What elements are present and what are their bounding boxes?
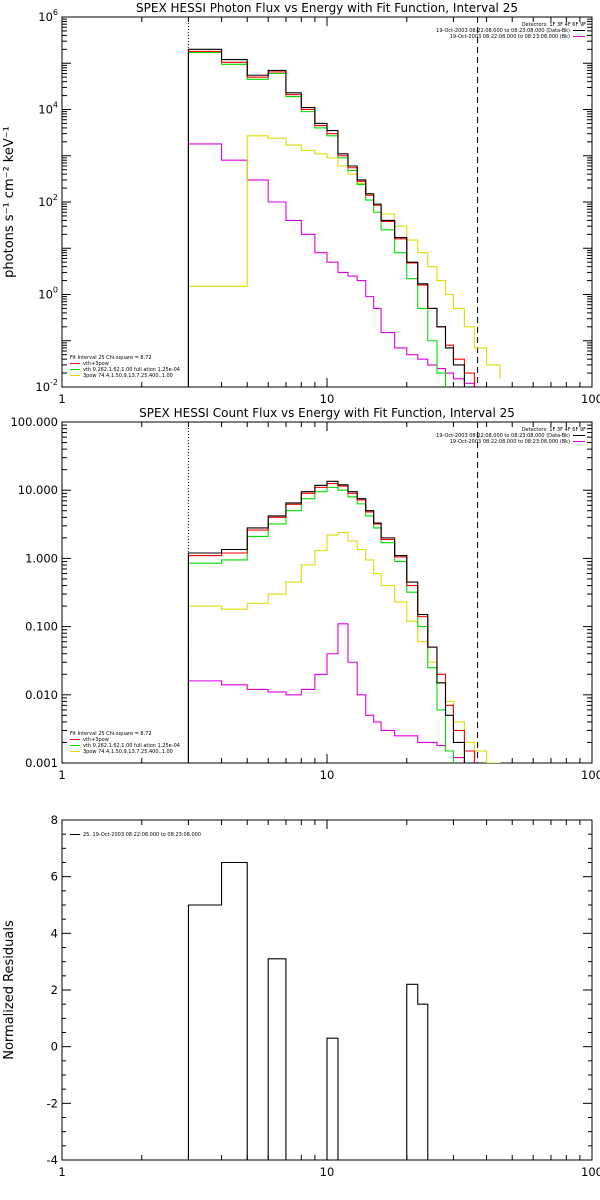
series-line [187,486,454,763]
legend-entry: vth+3pow [83,361,109,367]
y-tick-label: 4 [51,926,58,940]
panel-2: SPEX HESSI Count Flux vs Energy with Fit… [10,406,600,782]
y-tick-label: 10.000 [18,483,58,497]
y-tick-label: 1.000 [25,551,58,565]
legend-header: Detectors: 1F 3F 4F 6F 9F [522,427,586,433]
series-line [187,48,475,387]
y-axis-label: photons s⁻¹ cm⁻² keV⁻¹ [2,126,17,278]
panel-1: SPEX HESSI Photon Flux vs Energy with Fi… [2,1,600,406]
legend-header: Detectors: 1F 3F 4F 6F 9F [522,22,586,28]
chart-title: SPEX HESSI Count Flux vs Energy with Fit… [139,406,515,420]
x-tick-label: 10 [320,768,335,782]
x-tick-label: 1 [58,1165,65,1179]
legend-header: Fit Interval 25 Chi-square = 8.72 [70,355,152,361]
y-tick-label: 8 [51,813,58,827]
y-tick-label: 10-2 [35,378,58,394]
legend-bottom: Fit Interval 25 Chi-square = 8.72vth+3po… [70,731,180,755]
x-tick-label: 100 [581,768,600,782]
y-tick-label: -4 [47,1153,58,1167]
series-line [187,623,475,763]
legend-entry: 19-Oct-2003 08:22:08.000 to 08:23:08.000… [450,34,570,40]
y-tick-label: 102 [38,193,58,209]
y-tick-label: 0.100 [25,620,58,634]
legend-entry: 25. 19-Oct-2003 08:22:08.000 to 08:23:08… [83,832,201,838]
plot-frame [61,421,593,764]
series-line [187,861,429,1160]
series-line [187,143,475,387]
y-tick-label: 6 [51,870,58,884]
data-layer [187,861,429,1160]
chart-title: SPEX HESSI Photon Flux vs Energy with Fi… [136,1,518,15]
x-tick-label: 10 [320,392,335,406]
series-line [187,483,475,763]
legend-bottom: Fit Interval 25 Chi-square = 8.72vth+3po… [70,355,180,379]
y-tick-label: 106 [38,8,58,24]
legend-entry: 19-Oct-2003 08:22:08.000 to 08:23:08.000… [436,433,570,439]
data-layer [187,480,501,763]
y-tick-label: 0.001 [25,756,58,770]
series-line [187,52,447,387]
y-tick-label: 0 [51,1040,58,1054]
legend-header: Fit Interval 25 Chi-square = 8.72 [70,731,152,737]
legend-entry: 3pow 74.4,1.50,9.13,7.25,400.,1.00 [83,749,173,755]
y-tick-label: 100 [38,286,58,302]
y-tick-label: 0.010 [25,688,58,702]
panel-3: 1 10 100 -4 -2 0 2 4 6 8 Normalized Residuals 25. 1… [2,813,600,1179]
legend-entry: 3pow 74.4,1.50,9.13,7.25,400.,1.00 [83,373,173,379]
x-tick-label: 1 [58,392,65,406]
y-axis-label: Normalized Residuals [2,920,17,1060]
x-tick-label: 100 [581,1165,600,1179]
data-layer [187,48,501,387]
legend: 25. 19-Oct-2003 08:22:08.000 to 08:23:08… [70,832,201,838]
legend-entry: vth 0.262,1.62,1.00 full ation 1.25e-04 [83,367,180,373]
y-tick-label: 2 [51,983,58,997]
legend-entry: 19-Oct-2003 08:22:08.000 to 08:23:08.000… [450,439,570,445]
series-line [187,480,475,763]
legend-entry: 19-Oct-2003 08:22:08.000 to 08:23:08.000… [436,28,570,34]
y-tick-label: 100.000 [10,415,58,429]
legend-entry: vth 0.262,1.62,1.00 full ation 1.25e-04 [83,743,180,749]
x-tick-label: 10 [320,1165,335,1179]
series-line [187,50,475,387]
x-tick-label: 1 [58,768,65,782]
legend-entry: vth+3pow [83,737,109,743]
plot-frame [61,16,593,388]
y-tick-label: -2 [47,1096,58,1110]
x-tick-label: 100 [581,392,600,406]
y-tick-label: 104 [38,101,58,117]
